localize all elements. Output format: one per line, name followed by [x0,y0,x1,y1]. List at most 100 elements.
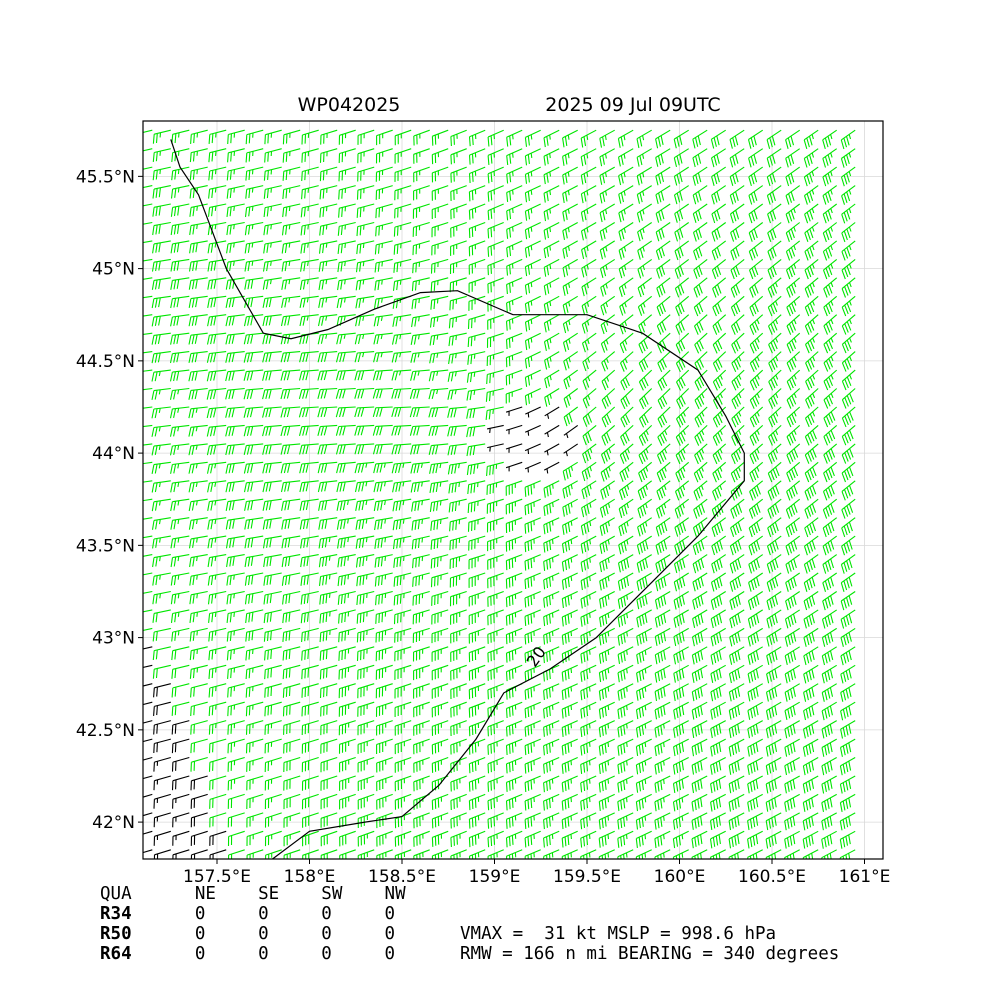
wind-barb [428,424,449,437]
wind-barb [208,148,227,163]
wind-barb [188,314,208,327]
wind-barb [524,812,541,829]
wind-barb [282,129,301,145]
wind-barb [618,203,634,223]
wind-barb [711,185,727,205]
wind-barb [320,849,338,859]
wind-barb [487,295,504,312]
wind-barb [580,627,597,646]
wind-barb [598,683,615,701]
wind-barb [581,295,597,316]
wind-barb [264,129,282,145]
wind-barb [468,849,486,859]
wind-barb [355,535,375,549]
wind-barb [337,535,356,549]
y-axis-ticks: 42°N42.5°N43°N43.5°N44°N44.5°N45°N45.5°N [76,167,143,833]
wind-barb [694,424,708,446]
wind-barb [189,240,208,254]
wind-barb [431,148,449,165]
wind-barb [283,738,301,754]
wind-barb [373,314,393,327]
wind-barb [693,498,708,519]
wind-barb [786,406,801,428]
wind-barb [729,591,745,610]
wind-barb [283,720,301,735]
wind-barb [822,498,838,519]
wind-barb [675,351,690,373]
wind-barb [299,498,319,511]
wind-barb [730,314,745,335]
wind-barb [598,849,615,859]
wind-barb [785,517,801,538]
wind-barb [431,627,449,644]
wind-barb [617,701,634,720]
wind-barb [712,314,727,335]
wind-barb [804,295,819,317]
wind-barb [320,812,338,828]
wind-barb [171,627,190,642]
wind-barb [152,535,171,549]
wind-barb [281,240,301,254]
wind-barb [143,609,153,613]
wind-barb [748,572,764,592]
wind-barb [376,775,393,792]
wind-barb [188,424,208,437]
wind-barb [580,148,597,167]
wind-barb [694,351,708,373]
wind-barb [543,461,560,474]
wind-barb [691,720,708,738]
wind-barb [190,812,208,828]
wind-barb [841,222,856,243]
wind-barb [336,480,356,493]
wind-barb [749,314,764,335]
wind-barb [822,240,838,261]
wind-barb [747,793,763,812]
wind-barb [524,572,541,590]
wind-barb [337,590,356,605]
wind-barb [598,757,615,775]
wind-barb [506,129,523,147]
wind-barb [320,738,338,754]
wind-barb [153,683,171,698]
wind-barb [170,609,190,623]
wind-barb [320,720,338,736]
wind-barb [468,277,486,293]
wind-barb [245,646,264,661]
wind-barb [374,517,393,531]
wind-barb [263,240,282,254]
wind-barb [394,793,412,810]
wind-barb [262,406,282,418]
wind-barb [374,572,393,587]
wind-barb [298,406,319,418]
wind-barb [226,554,245,568]
wind-barb [821,701,837,721]
wind-barb [319,627,338,643]
wind-barb [804,443,819,464]
wind-barb [635,775,652,793]
wind-barb [543,775,560,793]
wind-barb [841,240,856,261]
wind-barb [264,664,282,680]
wind-barb [486,480,504,495]
wind-barb [765,738,782,757]
wind-barb [655,222,671,242]
wind-barb [409,424,430,436]
wind-barb [638,443,653,465]
wind-barb [281,554,301,568]
wind-barb [206,387,227,400]
wind-barb [580,830,597,848]
wind-barb [412,609,430,625]
wind-barb [450,166,467,183]
wind-barb [246,849,264,859]
wind-barb [143,517,153,520]
wind-barb [411,498,430,512]
wind-barb [302,849,319,859]
wind-barb [357,683,375,699]
wind-barb [431,683,449,699]
wind-barb [728,793,745,812]
wind-barb [691,849,708,859]
wind-barb [468,221,486,239]
wind-barb [693,240,708,261]
wind-barb [784,775,800,794]
wind-barb [393,572,412,587]
